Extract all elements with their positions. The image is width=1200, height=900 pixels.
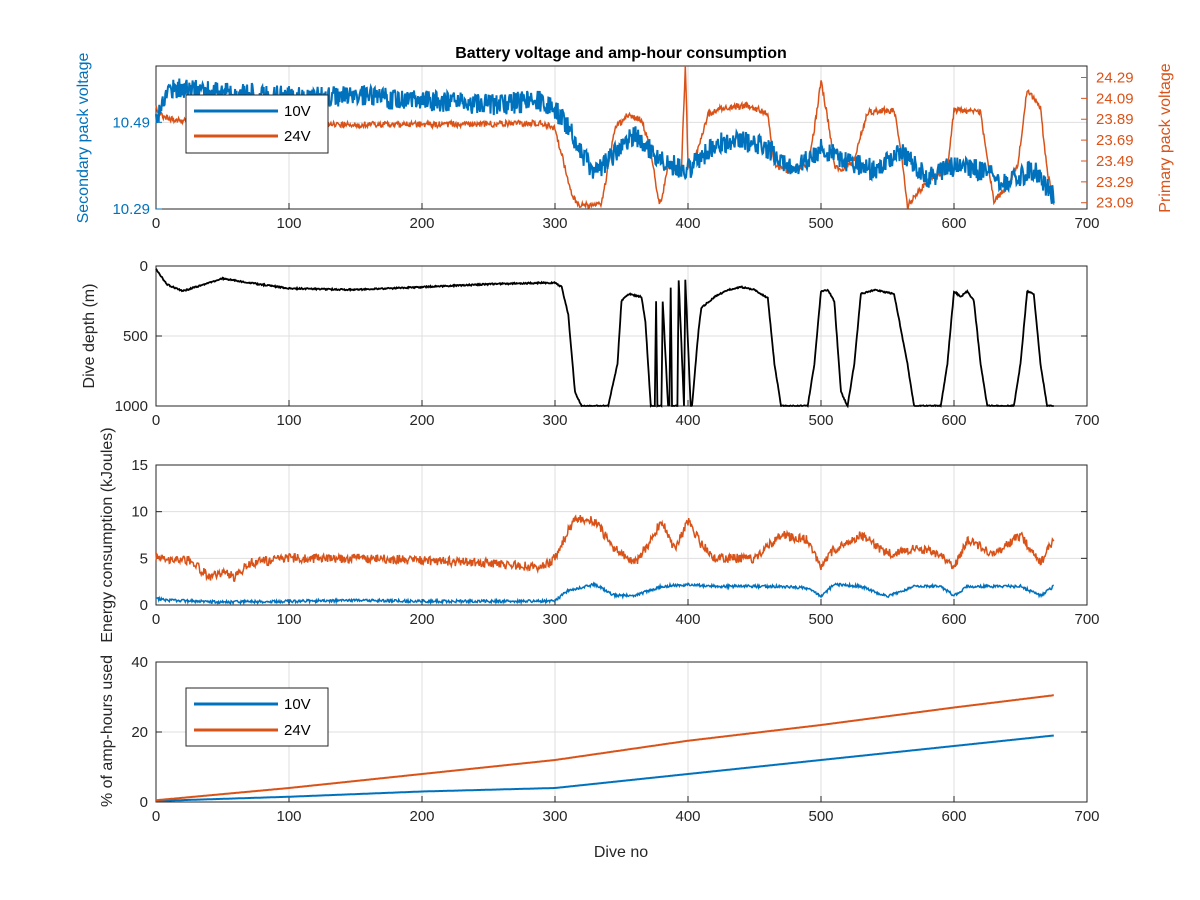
axes-box: [155, 65, 1088, 210]
series-line-10v: [155, 734, 1054, 802]
y-tick-label-right: 23.09: [1096, 195, 1134, 212]
x-tick-label: 300: [542, 808, 567, 825]
depth-panel: 0 100 200 300 400 500 600 700 0 500 1000: [115, 258, 1100, 429]
voltage-legend: 10V 24V: [185, 94, 329, 154]
x-tick-label: 600: [941, 215, 966, 232]
y-tick-label: 20: [131, 724, 148, 741]
x-tick-label: 700: [1074, 611, 1099, 628]
x-tick-label: 500: [808, 215, 833, 232]
voltage-ylabel-right: Primary pack voltage: [1157, 63, 1174, 212]
x-tick-label: 0: [152, 808, 160, 825]
axes-box: [155, 464, 1088, 606]
amp-hours-xlabel: Dive no: [594, 844, 648, 861]
y-tick-label: 15: [131, 457, 148, 474]
voltage-panel: 0 100 200 300 400 500 600 700 10.29 10.49 23.09 23.…: [112, 65, 1134, 232]
x-tick-label: 300: [542, 412, 567, 429]
x-tick-label: 500: [808, 808, 833, 825]
legend-box: [185, 94, 329, 154]
x-tick-label: 100: [276, 412, 301, 429]
x-tick-label: 300: [542, 611, 567, 628]
y-tick-label: 10: [131, 504, 148, 521]
x-tick-label: 700: [1074, 412, 1099, 429]
amp-hours-ylabel: % of amp-hours used: [99, 655, 116, 807]
x-tick-label: 400: [675, 215, 700, 232]
x-tick-label: 0: [152, 611, 160, 628]
y-tick-label: 5: [140, 550, 148, 567]
x-tick-label: 200: [409, 611, 434, 628]
depth-ylabel: Dive depth (m): [81, 284, 98, 389]
y-tick-label: 0: [140, 597, 148, 614]
legend-label-10v: 10V: [284, 103, 311, 120]
x-tick-label: 500: [808, 611, 833, 628]
y-tick-label: 0: [140, 794, 148, 811]
x-tick-label: 400: [675, 611, 700, 628]
legend-box: [185, 687, 329, 747]
y-tick-label: 0: [140, 258, 148, 275]
legend-label-10v: 10V: [284, 696, 311, 713]
x-tick-label: 300: [542, 215, 567, 232]
amp-hours-legend: 10V 24V: [185, 687, 329, 747]
legend-label-24v: 24V: [284, 722, 311, 739]
x-tick-label: 100: [276, 808, 301, 825]
energy-panel: 0 100 200 300 400 500 600 700 0 5 10 15: [131, 457, 1099, 628]
x-tick-label: 400: [675, 412, 700, 429]
x-tick-label: 100: [276, 215, 301, 232]
series-line-24v: [155, 694, 1054, 802]
x-tick-label: 0: [152, 412, 160, 429]
x-tick-label: 600: [941, 611, 966, 628]
y-tick-label-right: 24.29: [1096, 69, 1134, 86]
series-line-10v: [156, 581, 1054, 606]
y-tick-label-right: 23.69: [1096, 132, 1134, 149]
series-line-depth: [155, 268, 1054, 409]
x-tick-label: 600: [941, 412, 966, 429]
legend-label-24v: 24V: [284, 128, 311, 145]
x-tick-label: 600: [941, 808, 966, 825]
x-tick-label: 200: [409, 215, 434, 232]
x-tick-label: 200: [409, 808, 434, 825]
x-tick-label: 700: [1074, 808, 1099, 825]
voltage-ylabel-left: Secondary pack voltage: [75, 53, 92, 224]
y-tick-label: 500: [123, 328, 148, 345]
series-line-24v: [155, 514, 1055, 582]
y-tick-label: 40: [131, 654, 148, 671]
x-tick-label: 500: [808, 412, 833, 429]
x-tick-label: 400: [675, 808, 700, 825]
x-tick-label: 200: [409, 412, 434, 429]
chart-title: Battery voltage and amp-hour consumption: [455, 45, 787, 62]
y-tick-label-left: 10.29: [112, 201, 150, 218]
y-tick-label: 1000: [115, 398, 148, 415]
y-tick-label-right: 23.89: [1096, 111, 1134, 128]
y-tick-label-right: 23.29: [1096, 174, 1134, 191]
y-tick-label-right: 24.09: [1096, 90, 1134, 107]
y-tick-label-right: 23.49: [1096, 153, 1134, 170]
energy-ylabel: Energy consumption (kJoules): [99, 427, 116, 642]
amp-hours-panel: 0 100 200 300 400 500 600 700 0 20 40: [131, 654, 1099, 825]
x-tick-label: 100: [276, 611, 301, 628]
x-tick-label: 0: [152, 215, 160, 232]
x-tick-label: 700: [1074, 215, 1099, 232]
y-tick-label-left: 10.49: [112, 114, 150, 131]
